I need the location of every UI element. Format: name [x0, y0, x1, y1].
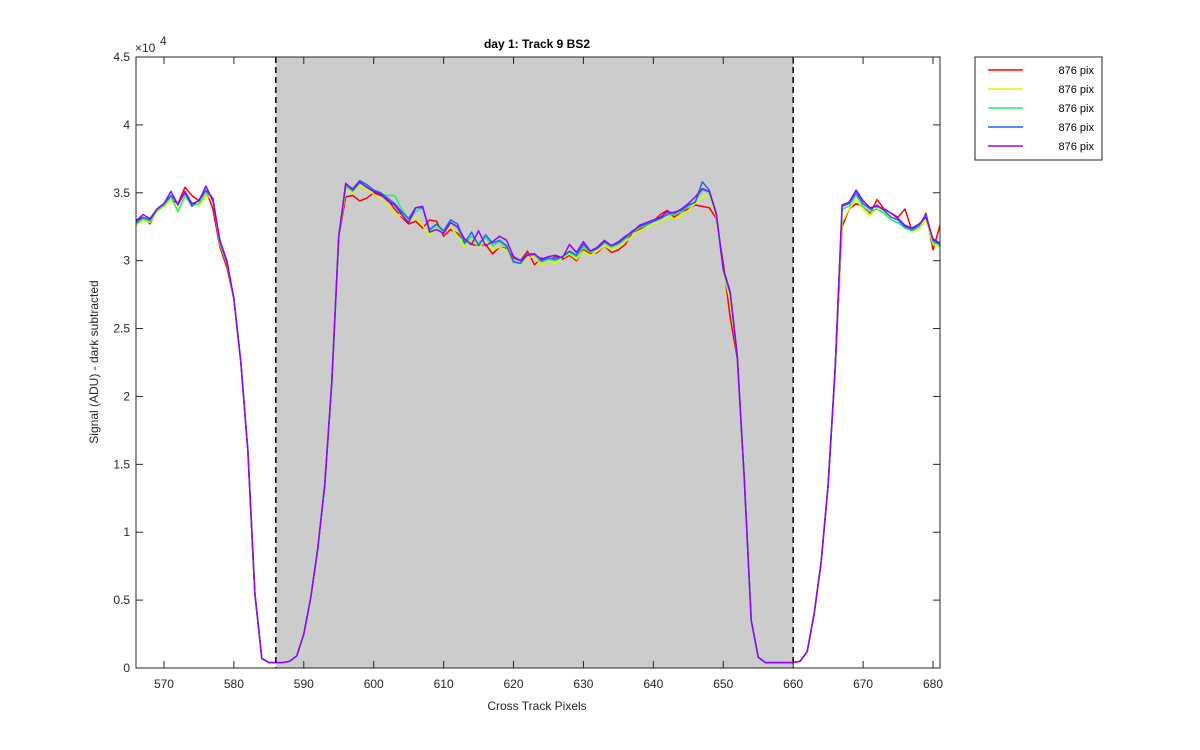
y-axis-exponent: ×10 4: [135, 34, 167, 55]
x-tick-label: 620: [504, 677, 524, 691]
y-exponent-power: 4: [160, 34, 167, 48]
y-tick-label: 1.5: [113, 457, 130, 471]
legend: 876 pix 876 pix 876 pix 876 pix 876 pix: [974, 56, 1103, 161]
y-tick-label: 2: [123, 389, 130, 403]
x-tick-label: 660: [783, 677, 803, 691]
x-tick-label: 610: [434, 677, 454, 691]
x-tick-label: 580: [224, 677, 244, 691]
y-tick-label: 0.5: [113, 593, 130, 607]
y-tick-label: 2.5: [113, 322, 130, 336]
x-tick-label: 640: [643, 677, 663, 691]
shaded-region: [275, 57, 794, 668]
y-tick-label: 0: [123, 661, 130, 675]
y-tick-label: 3.5: [113, 186, 130, 200]
x-tick-label: 650: [713, 677, 733, 691]
y-exponent-base: ×10: [135, 41, 156, 55]
axes-box: [135, 56, 941, 669]
axes: 570 580 590 600 610 620 630 640 650 660 670 680 0 0.5…: [113, 50, 943, 691]
x-tick-label: 600: [364, 677, 384, 691]
x-tick-label: 680: [923, 677, 943, 691]
y-tick-label: 4.5: [113, 50, 130, 64]
x-tick-label: 670: [853, 677, 873, 691]
y-tick-label: 1: [123, 525, 130, 539]
x-tick-label: 590: [294, 677, 314, 691]
x-axis-label: Cross Track Pixels: [487, 699, 586, 713]
y-axis-label: Signal (ADU) - dark subtracted: [87, 280, 101, 443]
legend-entry-label: 876 pix: [1059, 84, 1095, 96]
legend-entry-label: 876 pix: [1059, 103, 1095, 115]
x-tick-label: 630: [573, 677, 593, 691]
plot-area: [135, 57, 941, 668]
chart-title: day 1: Track 9 BS2: [484, 37, 590, 51]
series-line-5: [135, 181, 941, 664]
legend-entry-label: 876 pix: [1059, 122, 1095, 134]
x-tick-label: 570: [154, 677, 174, 691]
legend-entry-label: 876 pix: [1059, 65, 1095, 77]
y-tick-label: 4: [123, 118, 130, 132]
legend-entry-label: 876 pix: [1059, 141, 1095, 153]
y-tick-label: 3: [123, 254, 130, 268]
